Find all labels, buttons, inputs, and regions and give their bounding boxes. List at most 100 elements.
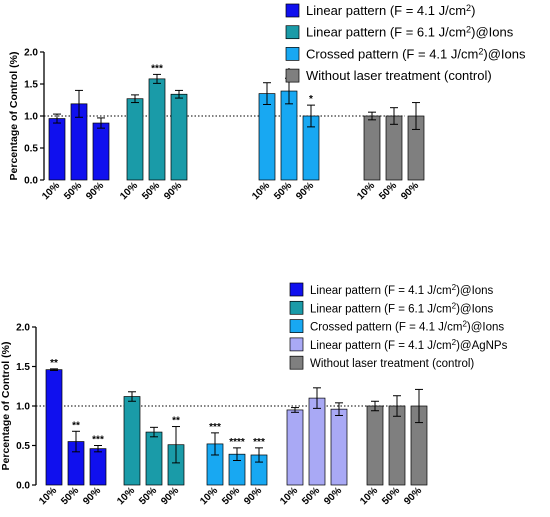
bar [48, 118, 66, 181]
significance-label: ** [72, 420, 80, 431]
significance-label: ** [172, 416, 180, 427]
bar [286, 409, 304, 486]
legend-swatch [289, 337, 304, 352]
legend-swatch [289, 319, 304, 333]
y-axis-label: Percentage of Control (%) [8, 52, 20, 181]
y-tick-label: 1.0 [16, 402, 30, 413]
x-tick-label: 10% [355, 180, 377, 202]
significance-label: **** [229, 437, 245, 448]
bar [92, 122, 110, 181]
significance-label: * [309, 94, 313, 105]
chart-1: 0.0 0.5 1.0 1.5 2.0 Percentage of Control (%)… [8, 3, 526, 202]
x-tick-label: 10% [198, 485, 220, 507]
series-1: ** 10% ** 50% *** 90% [37, 358, 107, 507]
x-tick-label: 50% [140, 180, 162, 202]
legend-swatch [285, 25, 300, 40]
bar [123, 396, 141, 486]
legend-label: Crossed pattern (F = 4.1 J/cm2)@Ions [306, 46, 526, 61]
legend-label: Without laser treatment (control) [306, 68, 492, 83]
legend-label-part: Linear pattern (F = 4.1 J/cm [310, 340, 452, 352]
legend-swatch [289, 355, 304, 370]
y-tick-label: 0.0 [16, 481, 30, 492]
bar [45, 369, 63, 486]
x-tick-label: 90% [159, 485, 181, 507]
x-tick-label: 50% [300, 485, 322, 507]
legend-label-part: Linear pattern (F = 4.1 J/cm [310, 285, 452, 297]
bar [308, 397, 326, 486]
series-1: 10% 50% 90% [40, 89, 110, 202]
legend-label-part: )@Ions [483, 46, 526, 61]
x-tick-label: 90% [162, 180, 184, 202]
legend-label: Linear pattern (F = 4.1 J/cm2)@Ions [310, 283, 494, 297]
y-tick-label: 0.0 [24, 176, 38, 187]
bar [385, 115, 403, 181]
x-tick-label: 90% [294, 180, 316, 202]
legend-label: Linear pattern (F = 6.1 J/cm2)@Ions [310, 301, 494, 315]
y-tick-label: 1.5 [16, 362, 30, 373]
significance-label: ** [50, 358, 58, 369]
legend-label-superscript: 2 [466, 3, 471, 13]
significance-label: *** [253, 437, 265, 448]
x-tick-label: 90% [402, 485, 424, 507]
legend-swatch [285, 3, 300, 18]
legend-label: Crossed pattern (F = 4.1 J/cm2)@Ions [310, 320, 504, 334]
y-tick-label: 0.5 [16, 441, 30, 452]
legend-label-superscript: 2 [452, 301, 457, 310]
legend-label-part: Without laser treatment (control) [310, 358, 474, 370]
x-tick-label: 10% [358, 485, 380, 507]
bar [258, 93, 276, 181]
x-tick-label: 90% [81, 485, 103, 507]
y-tick-label: 0.5 [24, 144, 38, 155]
legend: Linear pattern (F = 4.1 J/cm2)Linear pat… [285, 3, 526, 83]
x-tick-label: 50% [220, 485, 242, 507]
bar [363, 115, 381, 181]
legend-label: Linear pattern (F = 4.1 J/cm2)@AgNPs [310, 338, 508, 352]
legend-label-part: )@Ions [471, 25, 514, 40]
legend-label-superscript: 2 [452, 283, 457, 292]
x-tick-label: 10% [40, 180, 62, 202]
x-tick-label: 90% [322, 485, 344, 507]
legend-label-part: )@AgNPs [456, 340, 508, 352]
y-tick-label: 1.0 [24, 112, 38, 123]
x-tick-label: 10% [118, 180, 140, 202]
bar [170, 93, 188, 181]
significance-label: *** [151, 63, 163, 74]
legend-label-superscript: 2 [462, 320, 467, 329]
x-tick-label: 50% [272, 180, 294, 202]
legend-label-part: )@Ions [456, 285, 493, 297]
bar [388, 405, 406, 486]
legend-label-part: Linear pattern (F = 4.1 J/cm [306, 3, 466, 18]
x-tick-label: 10% [115, 485, 137, 507]
x-tick-label: 50% [377, 180, 399, 202]
x-tick-label: 10% [250, 180, 272, 202]
legend-label-superscript: 2 [478, 46, 483, 56]
x-tick-label: 90% [399, 180, 421, 202]
bar [330, 408, 348, 486]
bar [89, 448, 107, 486]
legend-label-part: Crossed pattern (F = 4.1 J/cm [310, 322, 462, 334]
legend-label-part: Crossed pattern (F = 4.1 J/cm [306, 46, 478, 61]
y-tick-label: 1.5 [24, 80, 38, 91]
legend-label-part: Linear pattern (F = 6.1 J/cm [310, 303, 452, 315]
series-2: 10% *** 50% 90% [118, 63, 188, 202]
x-tick-label: 90% [84, 180, 106, 202]
chart-2: 0.0 0.5 1.0 1.5 2.0 Percentage of Control (%)… [0, 282, 508, 507]
legend: Linear pattern (F = 4.1 J/cm2)@IonsLinea… [289, 282, 508, 370]
bar [126, 98, 144, 181]
legend-label: Without laser treatment (control) [310, 358, 474, 370]
legend-swatch [289, 300, 304, 315]
legend-swatch [285, 68, 300, 83]
significance-label: *** [92, 435, 104, 446]
series-5: 10% 50% 90% [358, 388, 428, 507]
legend-label-part: )@Ions [456, 303, 493, 315]
legend-label-superscript: 2 [452, 338, 457, 347]
legend-swatch [285, 47, 300, 61]
legend-label-part: )@Ions [467, 322, 504, 334]
legend-label-part: ) [471, 3, 475, 18]
legend-swatch [289, 282, 304, 297]
series-3: 10%*50%*90% [250, 67, 320, 202]
legend-label-part: Linear pattern (F = 6.1 J/cm [306, 25, 466, 40]
legend-label-superscript: 2 [466, 25, 471, 35]
x-tick-label: 10% [37, 485, 59, 507]
